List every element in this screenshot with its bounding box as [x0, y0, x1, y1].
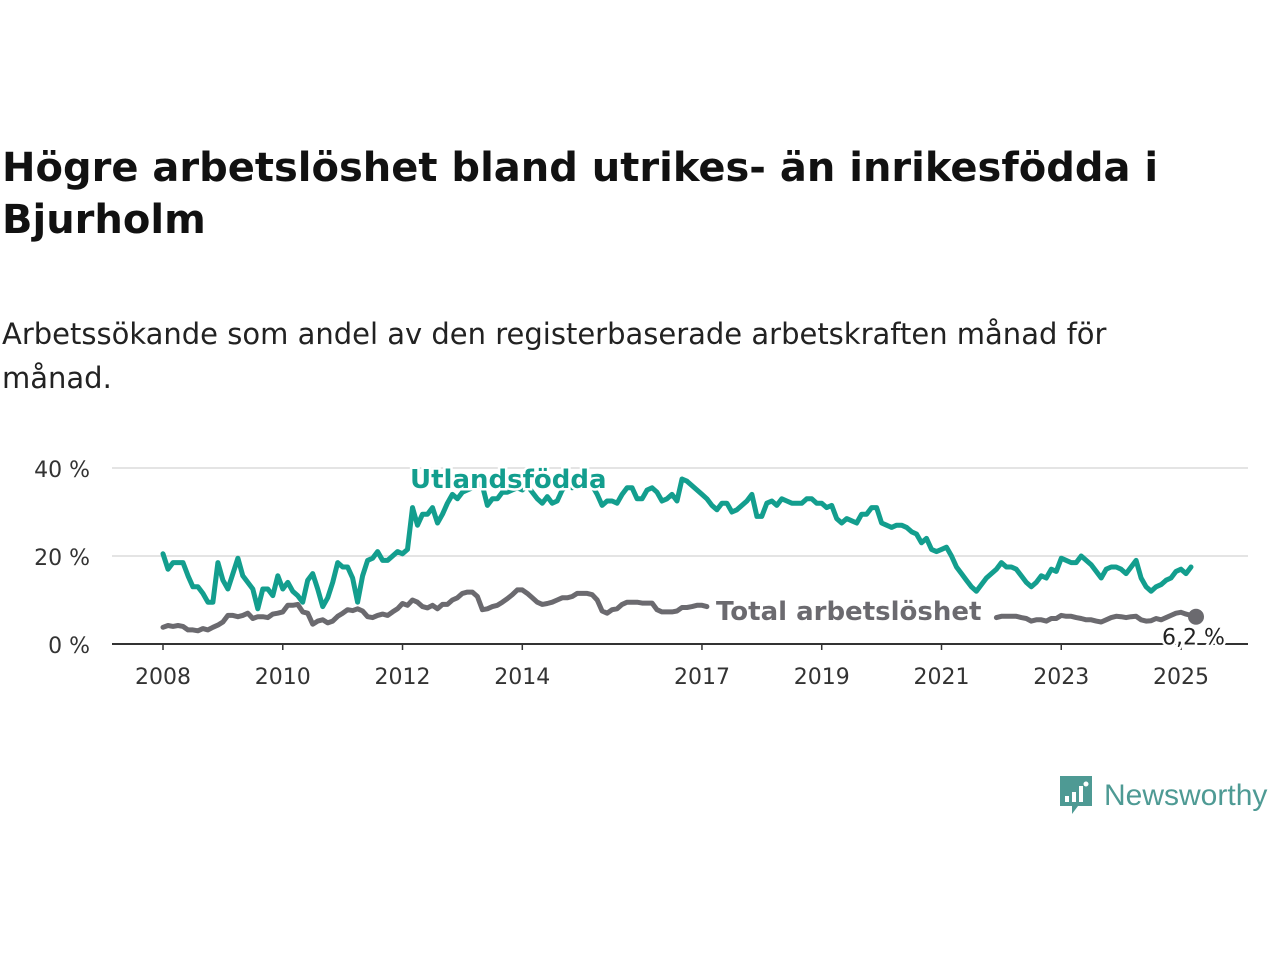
newsworthy-logo: Newsworthy	[1058, 774, 1267, 818]
x-axis-tick-labels: 2008 2010 2012 2014 2017 2019 2021 2023 2025	[135, 644, 1209, 690]
series-endpoint-marker	[1188, 608, 1204, 625]
x-tick-label: 2017	[674, 665, 730, 690]
chart-series-lines	[160, 476, 1199, 634]
chart-subtitle: Arbetssökande som andel av den registerb…	[2, 317, 1107, 395]
line-chart: 0 % 20 % 40 % 2008 2010 2012 2014 2017 2019 2021…	[34, 458, 1248, 690]
chart-series-labels: Utlandsfödda Total arbetslöshet 6,2 %	[408, 463, 1228, 654]
newsworthy-logo-icon	[1060, 776, 1092, 814]
x-tick-label: 2023	[1033, 665, 1089, 690]
x-tick-label: 2010	[255, 665, 311, 690]
chart-gridlines	[112, 467, 1248, 645]
x-tick-label: 2025	[1153, 665, 1209, 690]
series-line-total-arbetsloshet	[160, 587, 1199, 634]
endpoint-value-label: 6,2 %	[1162, 626, 1225, 651]
y-tick-label: 20 %	[34, 546, 90, 571]
chart-title: Högre arbetslöshet bland utrikes- än inr…	[2, 145, 1159, 243]
x-tick-label: 2014	[494, 665, 550, 690]
y-tick-label: 40 %	[34, 458, 90, 483]
series-line-utlandsfodda	[160, 476, 1194, 612]
x-tick-label: 2012	[375, 665, 431, 690]
series-label-utlandsfodda: Utlandsfödda	[410, 465, 607, 495]
x-tick-label: 2008	[135, 665, 191, 690]
y-tick-label: 0 %	[48, 634, 90, 659]
series-label-total-arbetsloshet: Total arbetslöshet	[716, 597, 981, 627]
y-axis-tick-labels: 0 % 20 % 40 %	[34, 458, 90, 659]
x-tick-label: 2019	[794, 665, 850, 690]
brand-name: Newsworthy	[1104, 779, 1268, 812]
x-tick-label: 2021	[913, 665, 969, 690]
